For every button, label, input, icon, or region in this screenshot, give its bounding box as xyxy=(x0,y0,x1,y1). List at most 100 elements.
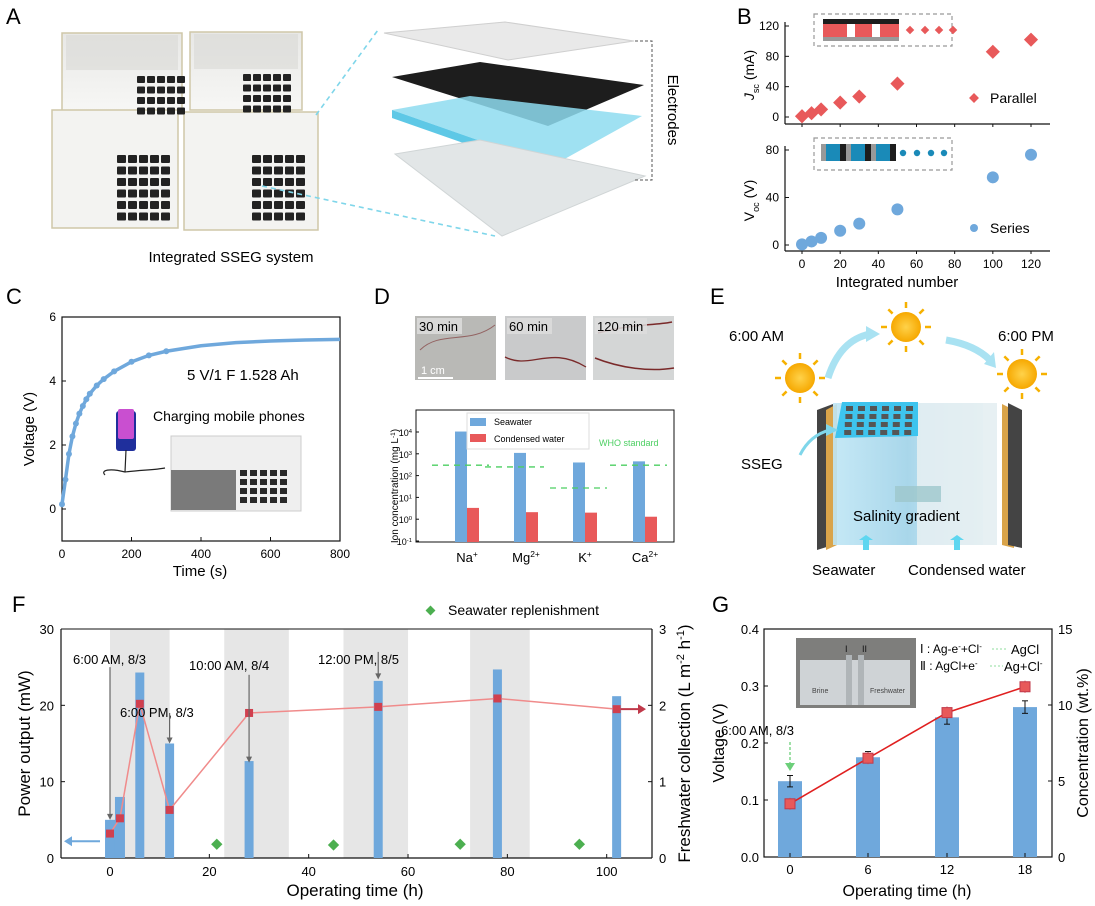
electrode-cell xyxy=(161,201,170,209)
data-point xyxy=(65,450,72,457)
y-tick-label-right: 10 xyxy=(1058,698,1072,713)
arrow-head-icon xyxy=(246,756,253,763)
electrode-cell xyxy=(139,189,148,198)
inset-dot xyxy=(899,149,907,157)
electrode-cell xyxy=(273,74,281,81)
electrode-cell xyxy=(870,406,877,411)
bar-condensed xyxy=(526,512,538,542)
electrode-cell xyxy=(273,105,281,113)
y-tick-label-right: 0 xyxy=(1058,850,1065,865)
electrode-cell xyxy=(296,178,305,186)
seawater-label: Seawater xyxy=(812,562,875,579)
x-tick-label: 20 xyxy=(833,257,847,271)
data-point xyxy=(86,390,93,397)
electrode-cell xyxy=(280,497,287,503)
x-tick-label: 0 xyxy=(59,547,66,561)
data-point xyxy=(805,235,818,248)
electrode-cell xyxy=(858,406,865,411)
electrode-cell xyxy=(250,470,257,476)
power-bar xyxy=(244,761,254,858)
electrode-cell xyxy=(283,95,291,102)
electrode-cell xyxy=(157,97,165,104)
power-bar xyxy=(114,796,125,858)
bar-seawater xyxy=(573,462,585,542)
arrow-left-icon xyxy=(64,836,72,847)
data-point xyxy=(93,382,100,389)
y-tick-label: 102 xyxy=(399,472,412,482)
inset-dot xyxy=(913,149,921,157)
panel-letter-e: E xyxy=(710,284,725,309)
y-tick-label: 0 xyxy=(49,502,56,516)
freshwater-point xyxy=(493,694,502,703)
inset-layer xyxy=(826,144,840,161)
panel-g: G 0.0 0.1 0.2 0.3 0.4 0 5 10 15 Operating time (h… xyxy=(711,592,1092,900)
x-tick-label: 0 xyxy=(799,257,806,271)
y-tick-label: 0 xyxy=(47,851,54,866)
electrode-cell xyxy=(147,97,155,104)
voltage-bar xyxy=(778,781,802,857)
electrode xyxy=(846,655,852,705)
electrode-cell xyxy=(906,406,913,411)
legend-label: Condensed water xyxy=(494,434,565,444)
acrylic-box xyxy=(800,660,910,705)
electrode-cell xyxy=(252,201,261,209)
panel-f: F 0 20 40 60 80 100 0 10 20 30 0 1 2 3 Operating time … xyxy=(12,592,694,900)
x-tick-label: 60 xyxy=(910,257,924,271)
x-tick-label: 40 xyxy=(301,864,315,879)
electrode-cell xyxy=(243,95,251,102)
bar-condensed xyxy=(585,512,597,542)
electrode-cell xyxy=(139,212,148,221)
electrode-cell xyxy=(869,414,877,419)
electrode-cell xyxy=(128,201,137,209)
sun-icon xyxy=(891,312,921,342)
replenishment-marker xyxy=(573,838,586,850)
sun-ray xyxy=(887,308,894,315)
electrode-cell xyxy=(263,155,272,163)
sseg-device-diagram: SSEG Salinity gradient Seawater Condense… xyxy=(741,402,1026,579)
electrode-cell xyxy=(137,86,145,94)
salinity-gradient-label: Salinity gradient xyxy=(853,508,961,525)
y-tick-label: 30 xyxy=(40,622,54,637)
electrode-cell xyxy=(263,95,271,102)
x-tick-label: 120 xyxy=(1021,257,1041,271)
electrode-cell xyxy=(150,212,159,221)
electrode-cell xyxy=(892,422,900,427)
electrode-cell xyxy=(285,178,294,186)
charging-cable xyxy=(103,449,166,476)
electrode-cell xyxy=(117,178,126,186)
panel-letter-a: A xyxy=(6,4,21,29)
x-tick-label: Mg2+ xyxy=(512,549,540,565)
electrode-cell xyxy=(274,178,283,186)
sun-ray xyxy=(1034,386,1041,393)
electrode-cell xyxy=(243,74,251,81)
inset-dot xyxy=(948,25,958,35)
panel-e: E 6:00 AM 6:00 PM SSEG Salinity gradient… xyxy=(710,284,1054,579)
concentration-point xyxy=(941,707,953,719)
electrode-cell xyxy=(253,95,261,102)
electrode-cell xyxy=(252,189,261,198)
sun-ray xyxy=(812,390,819,397)
exploded-electrode-diagram: Electrodes xyxy=(383,21,681,237)
photo-label-freshwater: Freshwater xyxy=(870,688,906,695)
electrode-cell xyxy=(296,212,305,221)
electrode-cell xyxy=(263,212,272,221)
reaction-1-product: AgCl xyxy=(1011,642,1039,657)
electrode-cell xyxy=(260,470,267,476)
x-tick-label: 0 xyxy=(106,864,113,879)
x-axis-label: Operating time (h) xyxy=(843,883,972,900)
y-tick-label: 20 xyxy=(40,698,54,713)
arrow-right-icon xyxy=(638,704,646,715)
time-annotation: 6:00 PM, 8/3 xyxy=(120,705,194,720)
electrode-cell xyxy=(904,430,912,435)
concentration-line xyxy=(789,686,1026,805)
electrode-cell xyxy=(252,155,261,163)
electrode-cell xyxy=(283,84,291,92)
bar-condensed xyxy=(467,507,479,542)
time-annotation: 10:00 AM, 8/4 xyxy=(189,658,269,673)
data-point xyxy=(1025,148,1037,161)
electrode-cell xyxy=(868,422,876,427)
legend-box xyxy=(466,412,590,450)
up-arrow-icon xyxy=(859,535,873,550)
night-shade xyxy=(224,629,289,858)
voltage-bar xyxy=(935,717,959,857)
